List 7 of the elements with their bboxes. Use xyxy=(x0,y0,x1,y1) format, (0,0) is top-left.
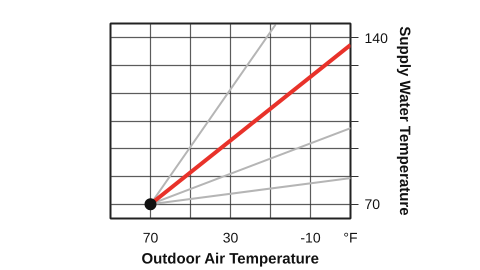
x-tick-label: 70 xyxy=(142,230,158,246)
x-tick-label: 30 xyxy=(222,230,238,246)
x-tick-label: -10 xyxy=(300,230,321,246)
y-tick-label: 140 xyxy=(364,30,388,46)
x-axis-title: Outdoor Air Temperature xyxy=(141,250,319,268)
text: °F xyxy=(343,230,358,246)
y-axis-title: Supply Water Temperature xyxy=(396,26,413,216)
